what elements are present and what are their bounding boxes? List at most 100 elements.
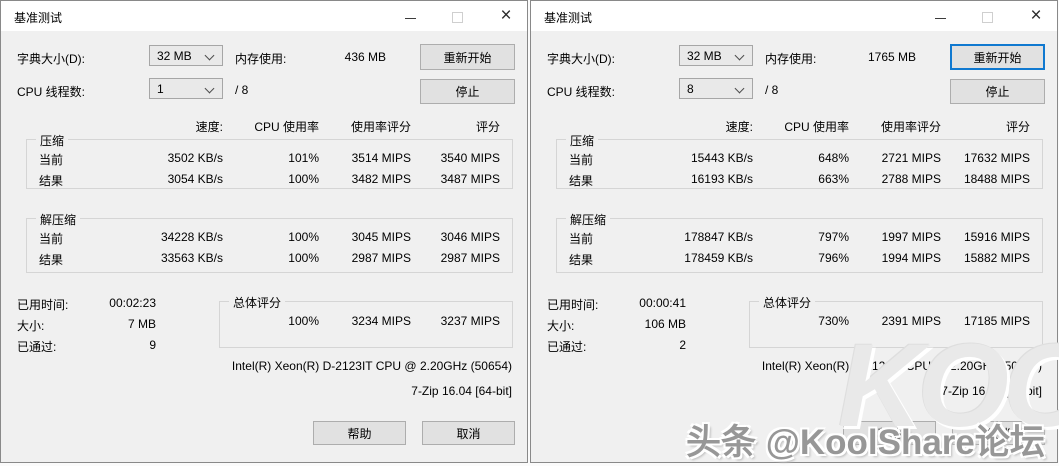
dictionary-size-value: 32 MB <box>687 49 722 63</box>
restart-button[interactable]: 重新开始 <box>420 44 515 70</box>
elapsed-time-label: 已用时间: <box>547 298 599 312</box>
elapsed-time-value: 00:00:41 <box>639 296 686 310</box>
rating-usage-value: 3045 MIPS <box>351 230 411 244</box>
cpu-threads-total: / 8 <box>235 83 249 97</box>
help-button[interactable]: 帮助 <box>313 421 406 445</box>
column-speed: 速度: <box>725 120 753 134</box>
cpu-threads-select[interactable]: 1 <box>149 78 223 99</box>
dictionary-size-select[interactable]: 32 MB <box>679 45 753 66</box>
cpu-usage-value: 101% <box>288 151 319 165</box>
table-row: 结果 3054 KB/s 100% 3482 MIPS 3487 MIPS <box>26 172 500 189</box>
dictionary-size-select[interactable]: 32 MB <box>149 45 223 66</box>
rating-value: 18488 MIPS <box>963 172 1030 186</box>
table-header-row: 速度: CPU 使用率 使用率评分 评分 <box>26 118 500 135</box>
compression-group-label: 压缩 <box>36 132 69 149</box>
table-row: 当前 178847 KB/s 797% 1997 MIPS 15916 MIPS <box>556 230 1030 247</box>
rating-value: 15882 MIPS <box>963 251 1030 265</box>
size-label: 大小: <box>547 319 575 333</box>
rating-usage-value: 3514 MIPS <box>351 151 411 165</box>
rating-value: 2987 MIPS <box>440 251 500 265</box>
speed-value: 33563 KB/s <box>160 251 223 265</box>
table-row: 当前 34228 KB/s 100% 3045 MIPS 3046 MIPS <box>26 230 500 247</box>
table-row: 结果 33563 KB/s 100% 2987 MIPS 2987 MIPS <box>26 251 500 268</box>
maximize-icon <box>452 12 463 23</box>
compression-group-label: 压缩 <box>566 132 599 149</box>
total-cpu-usage-value: 100% <box>288 314 319 328</box>
total-rating-group-label: 总体评分 <box>229 294 286 311</box>
speed-value: 3502 KB/s <box>167 151 223 165</box>
stop-button[interactable]: 停止 <box>420 79 515 104</box>
size-label: 大小: <box>17 319 45 333</box>
cpu-usage-value: 796% <box>818 251 849 265</box>
minimize-button[interactable] <box>921 1 961 31</box>
chevron-down-icon <box>734 50 745 61</box>
cpu-info: Intel(R) Xeon(R) D-2123IT CPU @ 2.20GHz … <box>761 359 1042 373</box>
help-button[interactable]: 帮助 <box>843 421 936 445</box>
decompression-groupbox: 解压缩 <box>556 211 1043 273</box>
minimize-icon <box>935 18 946 19</box>
rating-value: 3046 MIPS <box>440 230 500 244</box>
column-rating-usage: 使用率评分 <box>880 120 941 134</box>
chevron-down-icon <box>734 83 745 94</box>
decompression-group-label: 解压缩 <box>566 211 611 228</box>
minimize-icon <box>405 18 416 19</box>
benchmark-dialog: 基准测试 字典大小(D): 32 MB 内存使用: 436 MB 重新开始 CP… <box>0 0 528 463</box>
restart-button[interactable]: 重新开始 <box>950 44 1045 70</box>
row-label: 结果 <box>39 253 64 267</box>
minimize-button[interactable] <box>391 1 431 31</box>
close-icon <box>496 6 516 26</box>
memory-usage-value: 436 MB <box>344 50 386 64</box>
decompression-groupbox: 解压缩 <box>26 211 513 273</box>
rating-value: 3540 MIPS <box>440 151 500 165</box>
elapsed-time-value: 00:02:23 <box>109 296 156 310</box>
speed-value: 178459 KB/s <box>684 251 753 265</box>
speed-value: 16193 KB/s <box>690 172 753 186</box>
rating-value: 15916 MIPS <box>963 230 1030 244</box>
rating-usage-value: 3482 MIPS <box>351 172 411 186</box>
decompression-group-label: 解压缩 <box>36 211 81 228</box>
column-rating: 评分 <box>1005 120 1030 134</box>
column-cpu-usage: CPU 使用率 <box>254 120 319 134</box>
close-icon <box>1026 6 1046 26</box>
title-bar[interactable]: 基准测试 <box>531 1 1057 31</box>
title-bar[interactable]: 基准测试 <box>1 1 527 31</box>
cpu-usage-value: 100% <box>288 172 319 186</box>
speed-value: 15443 KB/s <box>690 151 753 165</box>
total-rating-usage-value: 2391 MIPS <box>881 314 941 328</box>
window-title: 基准测试 <box>14 11 63 25</box>
total-rating-row: 730% 2391 MIPS 17185 MIPS <box>556 314 1030 328</box>
row-label: 当前 <box>569 232 594 246</box>
row-label: 当前 <box>39 153 64 167</box>
rating-value: 17632 MIPS <box>963 151 1030 165</box>
row-label: 当前 <box>569 153 594 167</box>
cancel-button[interactable]: 取消 <box>952 421 1045 445</box>
column-cpu-usage: CPU 使用率 <box>784 120 849 134</box>
rating-value: 3487 MIPS <box>440 172 500 186</box>
table-row: 当前 15443 KB/s 648% 2721 MIPS 17632 MIPS <box>556 151 1030 168</box>
row-label: 当前 <box>39 232 64 246</box>
row-label: 结果 <box>569 174 594 188</box>
rating-usage-value: 1997 MIPS <box>881 230 941 244</box>
cpu-threads-total: / 8 <box>765 83 779 97</box>
cpu-threads-value: 1 <box>157 82 164 96</box>
total-rating-row: 100% 3234 MIPS 3237 MIPS <box>26 314 500 328</box>
passes-label: 已通过: <box>17 340 57 354</box>
table-header-row: 速度: CPU 使用率 使用率评分 评分 <box>556 118 1030 135</box>
speed-value: 3054 KB/s <box>167 172 223 186</box>
total-rating-usage-value: 3234 MIPS <box>351 314 411 328</box>
dictionary-size-label: 字典大小(D): <box>547 52 615 66</box>
cancel-button[interactable]: 取消 <box>422 421 515 445</box>
cpu-usage-value: 663% <box>818 172 849 186</box>
compression-groupbox: 压缩 <box>26 132 513 189</box>
cpu-threads-select[interactable]: 8 <box>679 78 753 99</box>
total-rating-groupbox: 总体评分 <box>219 294 513 348</box>
rating-usage-value: 2987 MIPS <box>351 251 411 265</box>
stop-button[interactable]: 停止 <box>950 79 1045 104</box>
column-rating-usage: 使用率评分 <box>350 120 411 134</box>
cpu-usage-value: 797% <box>818 230 849 244</box>
elapsed-time-label: 已用时间: <box>17 298 69 312</box>
memory-usage-label: 内存使用: <box>765 52 817 66</box>
maximize-icon <box>982 12 993 23</box>
app-version-info: 7-Zip 16.04 [64-bit] <box>941 384 1042 398</box>
